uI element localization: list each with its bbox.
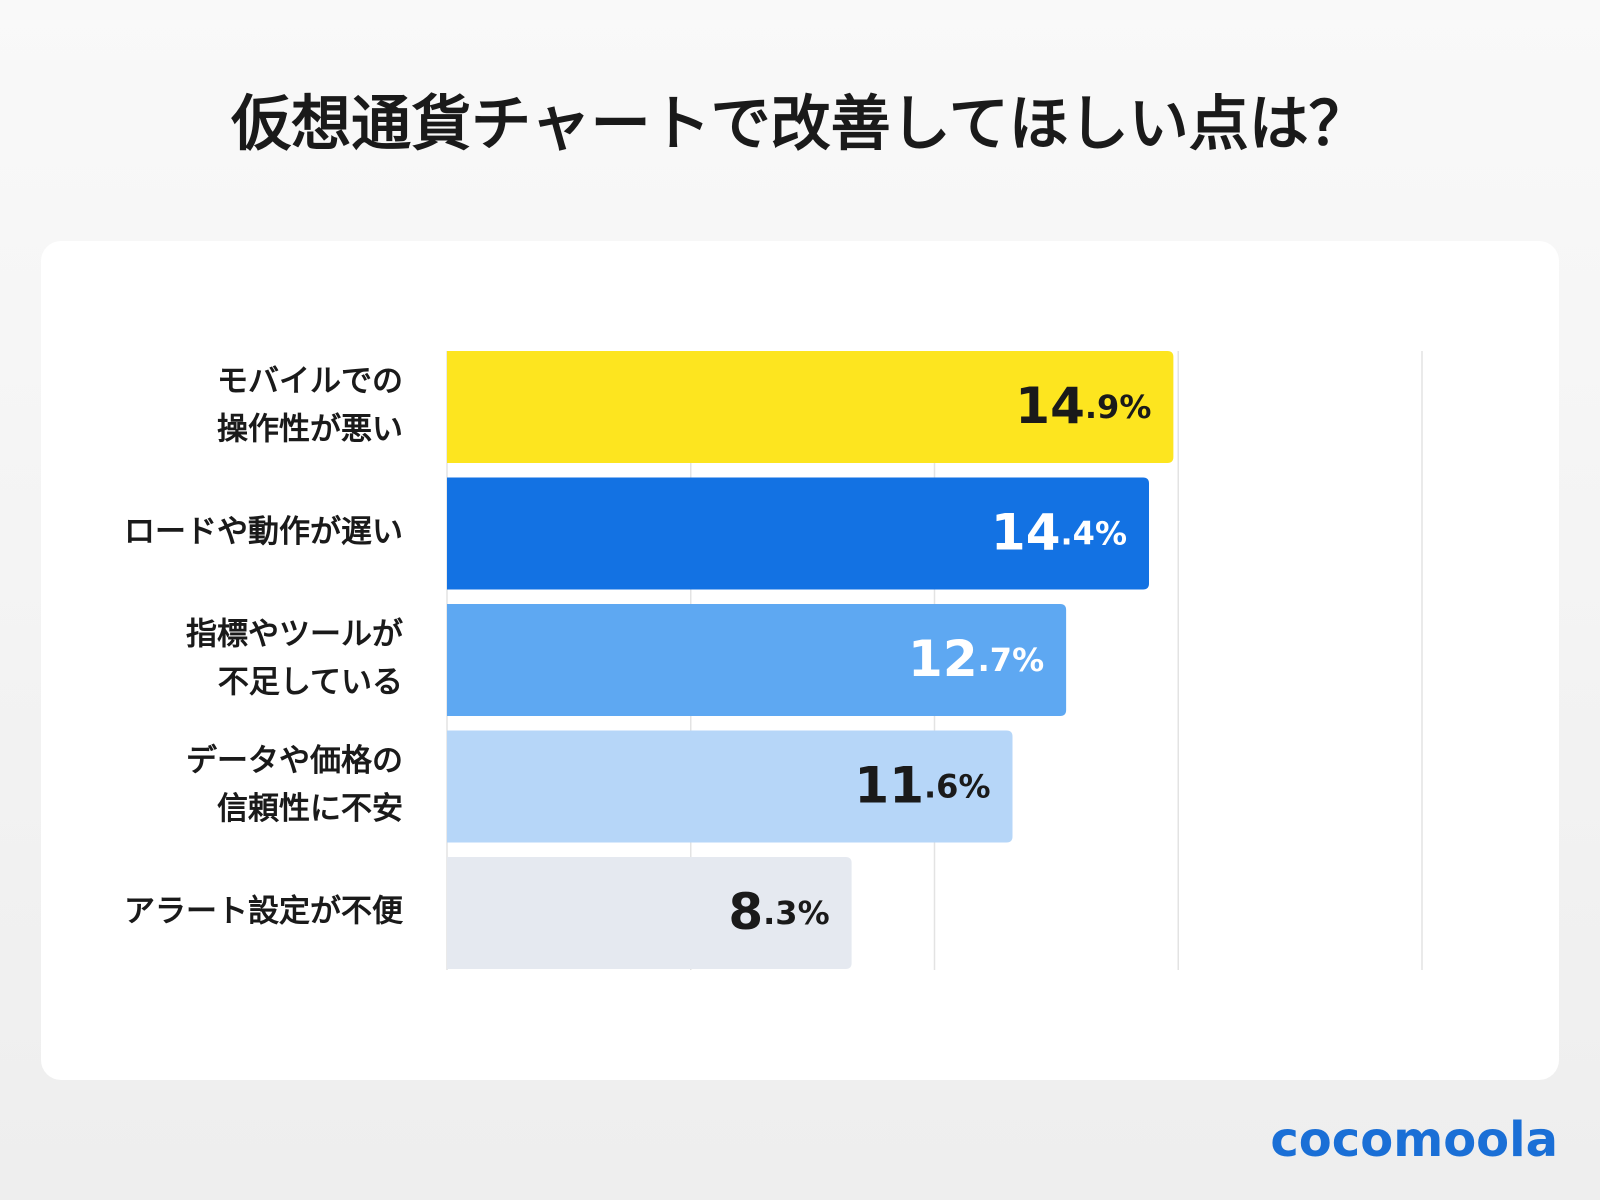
category-label: 信頼性に不安	[217, 791, 403, 827]
bar	[447, 351, 1174, 463]
category-label: データや価格の	[186, 743, 403, 779]
bar	[447, 477, 1149, 590]
value-label: 11.6%	[854, 756, 990, 814]
value-label: 14.9%	[1015, 377, 1151, 435]
category-label: 操作性が悪い	[217, 412, 403, 448]
category-label: 不足している	[218, 665, 403, 701]
brand-logo: cocomoola	[1270, 1112, 1558, 1168]
bar	[447, 730, 1013, 843]
category-label: モバイルでの	[217, 364, 403, 400]
bar	[447, 857, 852, 969]
category-label: アラート設定が不便	[124, 894, 404, 930]
bar	[447, 604, 1067, 716]
value-label: 14.4%	[991, 503, 1127, 561]
chart-title: 仮想通貨チャートで改善してほしい点は？	[230, 90, 1369, 160]
category-label: ロードや動作が遅い	[124, 514, 403, 550]
category-label: 指標やツールが	[186, 617, 403, 653]
value-label: 8.3%	[728, 883, 829, 941]
value-label: 12.7%	[908, 630, 1044, 688]
